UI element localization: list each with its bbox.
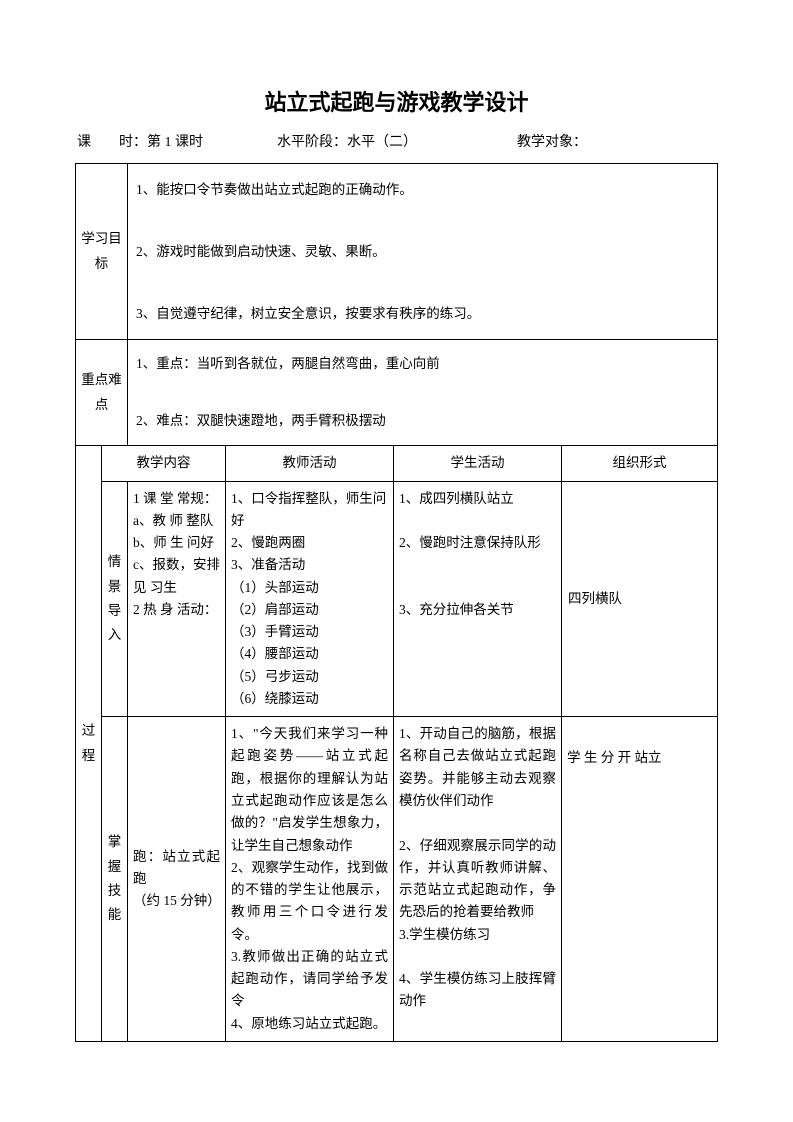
- process-label: 过程: [76, 446, 102, 1042]
- row1-org: 四列横队: [562, 481, 718, 717]
- row2-label: 掌握技能: [102, 717, 128, 1042]
- header-teacher: 教师活动: [226, 446, 394, 481]
- meta-level-label: 水平阶段：: [277, 131, 347, 151]
- goals-text: 1、能按口令节奏做出站立式起跑的正确动作。 2、游戏时能做到启动快速、灵敏、果断…: [128, 164, 718, 340]
- page-title: 站立式起跑与游戏教学设计: [75, 85, 718, 117]
- row2-content: 跑：站立式起跑（约 15 分钟）: [128, 717, 226, 1042]
- header-student: 学生活动: [394, 446, 562, 481]
- meta-lesson: 课 时： 第 1 课时: [77, 131, 277, 151]
- meta-target-label: 教学对象：: [517, 131, 587, 151]
- row2-student: 1、开动自己的脑筋，根据名称自己去做站立式起跑姿势。并能够主动去观察模仿伙伴们动…: [394, 717, 562, 1042]
- lesson-table: 学习目标 1、能按口令节奏做出站立式起跑的正确动作。 2、游戏时能做到启动快速、…: [75, 163, 718, 1042]
- meta-row: 课 时： 第 1 课时 水平阶段： 水平（二） 教学对象：: [75, 131, 718, 151]
- difficulty-row: 重点难点 1、重点：当听到各就位，两腿自然弯曲，重心向前 2、难点：双腿快速蹬地…: [76, 340, 718, 446]
- row-2: 掌握技能 跑：站立式起跑（约 15 分钟） 1、"今天我们来学习一种起跑姿势——…: [76, 717, 718, 1042]
- row1-label: 情景导入: [102, 481, 128, 717]
- row1-student: 1、成四列横队站立 2、慢跑时注意保持队形 3、充分拉伸各关节: [394, 481, 562, 717]
- header-org: 组织形式: [562, 446, 718, 481]
- row-1: 情景导入 1 课 堂 常规：a、教 师 整队b、师 生 问好c、报数，安排 见 …: [76, 481, 718, 717]
- difficulty-text: 1、重点：当听到各就位，两腿自然弯曲，重心向前 2、难点：双腿快速蹬地，两手臂积…: [128, 340, 718, 446]
- difficulty-label: 重点难点: [76, 340, 128, 446]
- meta-level-value: 水平（二）: [347, 131, 417, 151]
- goals-row: 学习目标 1、能按口令节奏做出站立式起跑的正确动作。 2、游戏时能做到启动快速、…: [76, 164, 718, 340]
- meta-lesson-label: 课 时：: [77, 131, 147, 151]
- meta-target: 教学对象：: [517, 131, 716, 151]
- row2-teacher: 1、"今天我们来学习一种起跑姿势——站立式起跑，根据你的理解认为站立式起跑动作应…: [226, 717, 394, 1042]
- row1-teacher: 1、口令指挥整队，师生问好2、慢跑两圈3、准备活动（1）头部运动（2）肩部运动（…: [226, 481, 394, 717]
- goals-label: 学习目标: [76, 164, 128, 340]
- meta-level: 水平阶段： 水平（二）: [277, 131, 517, 151]
- row1-content: 1 课 堂 常规：a、教 师 整队b、师 生 问好c、报数，安排 见 习生2 热…: [128, 481, 226, 717]
- header-content: 教学内容: [102, 446, 226, 481]
- meta-lesson-value: 第 1 课时: [147, 131, 203, 151]
- row2-org: 学 生 分 开 站立: [562, 717, 718, 1042]
- header-row: 过程 教学内容 教师活动 学生活动 组织形式: [76, 446, 718, 481]
